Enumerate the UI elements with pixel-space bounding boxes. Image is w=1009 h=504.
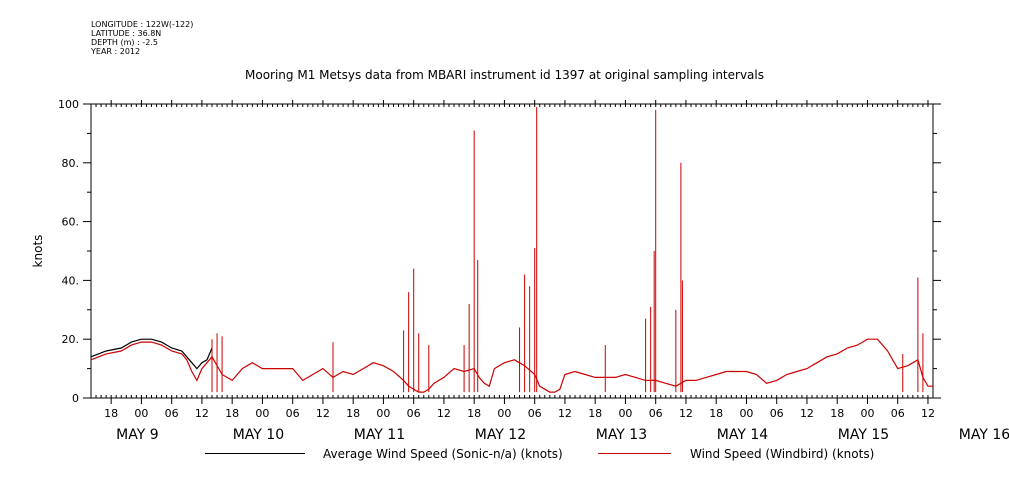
x-hour-label: 12 (679, 407, 693, 420)
x-hour-label: 00 (497, 407, 511, 420)
x-hour-label: 06 (649, 407, 663, 420)
x-hour-label: 12 (921, 407, 935, 420)
x-day-label: MAY 9 (116, 427, 158, 443)
x-hour-label: 12 (437, 407, 451, 420)
x-hour-label: 00 (255, 407, 269, 420)
x-hour-label: 00 (739, 407, 753, 420)
x-hour-label: 12 (800, 407, 814, 420)
x-hour-label: 06 (165, 407, 179, 420)
x-hour-label: 00 (134, 407, 148, 420)
y-tick-label: 80. (62, 157, 80, 170)
x-hour-label: 00 (618, 407, 632, 420)
x-day-label: MAY 12 (475, 427, 526, 443)
y-axis-label: knots (31, 235, 45, 268)
latitude-label: LATITUDE : 36.8N (91, 29, 162, 38)
x-day-label: MAY 14 (717, 427, 768, 443)
x-hour-label: 06 (407, 407, 421, 420)
x-hour-label: 18 (467, 407, 481, 420)
x-day-label: MAY 11 (354, 427, 405, 443)
y-tick-label: 40. (62, 274, 80, 287)
x-hour-label: 18 (104, 407, 118, 420)
x-hour-label: 18 (709, 407, 723, 420)
y-tick-label: 20. (62, 333, 80, 346)
x-hour-label: 12 (558, 407, 572, 420)
y-tick-label: 100 (58, 98, 79, 111)
legend-line-windbird (598, 453, 671, 454)
x-hour-label: 18 (830, 407, 844, 420)
legend-label-average: Average Wind Speed (Sonic-n/a) (knots) (323, 447, 563, 461)
x-hour-label: 00 (860, 407, 874, 420)
depth-label: DEPTH (m) : -2.5 (91, 38, 158, 47)
legend-label-windbird: Wind Speed (Windbird) (knots) (690, 447, 875, 461)
metadata-block: LONGITUDE : 122W(-122) LATITUDE : 36.8N … (91, 20, 193, 56)
x-hour-label: 12 (195, 407, 209, 420)
y-tick-label: 60. (62, 216, 80, 229)
chart-title: Mooring M1 Metsys data from MBARI instru… (245, 68, 764, 82)
x-day-label: MAY 15 (838, 427, 889, 443)
x-hour-label: 18 (588, 407, 602, 420)
x-hour-label: 00 (376, 407, 390, 420)
x-day-label: MAY 16 (959, 427, 1009, 443)
x-day-label: MAY 10 (233, 427, 284, 443)
series-line-average (90, 338, 213, 370)
series-line-windbird (90, 338, 933, 393)
y-tick-label: 0 (72, 392, 79, 405)
x-hour-label: 06 (528, 407, 542, 420)
longitude-label: LONGITUDE : 122W(-122) (91, 20, 194, 29)
x-hour-label: 06 (286, 407, 300, 420)
x-hour-label: 06 (891, 407, 905, 420)
x-hour-label: 06 (770, 407, 784, 420)
legend-line-average (205, 453, 305, 454)
x-hour-label: 18 (225, 407, 239, 420)
x-day-label: MAY 13 (596, 427, 647, 443)
x-hour-label: 18 (346, 407, 360, 420)
year-label: YEAR : 2012 (91, 47, 141, 56)
x-hour-label: 12 (316, 407, 330, 420)
